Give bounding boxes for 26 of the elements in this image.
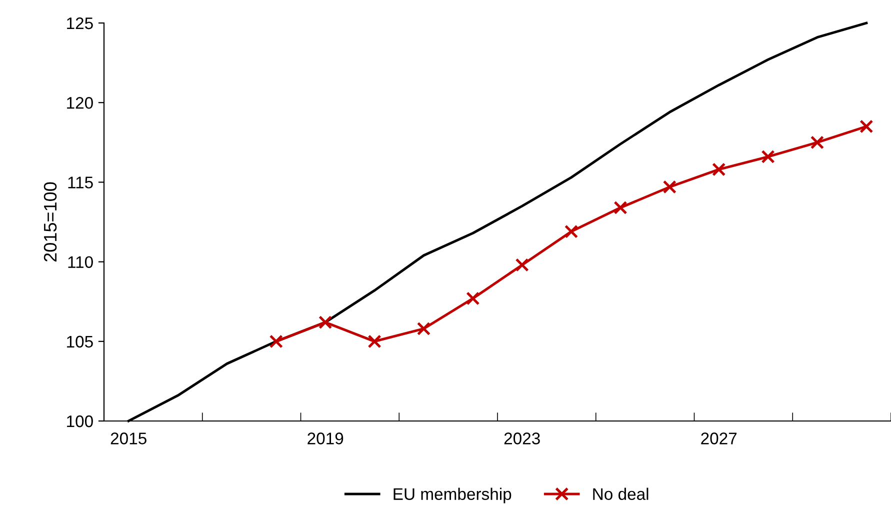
point — [614, 200, 628, 214]
y-tick-label: 115 — [68, 176, 93, 188]
x-tick-label: 2027 — [701, 432, 737, 444]
point — [564, 224, 578, 238]
x-tick-label: 2023 — [504, 432, 540, 444]
point — [318, 315, 332, 330]
point — [810, 136, 824, 150]
legend-label: EU membership — [394, 488, 512, 504]
point — [416, 322, 431, 336]
y-tick-label: 105 — [67, 336, 93, 348]
y-tick-label: 100 — [67, 415, 93, 428]
x-tick-label: 2019 — [308, 432, 344, 444]
point — [368, 334, 382, 348]
point — [466, 292, 480, 306]
point — [269, 334, 283, 348]
y-tick-label: 120 — [67, 97, 93, 109]
point — [761, 150, 775, 164]
point — [860, 120, 874, 134]
point — [662, 180, 676, 194]
y-tick-label: 125 — [67, 17, 93, 30]
legend-label: No deal — [593, 488, 648, 500]
point — [515, 258, 529, 272]
y-tick-label: 110 — [68, 256, 93, 268]
x-tick-label: 2015 — [110, 432, 146, 444]
point — [712, 162, 726, 176]
y-axis-title: 2015=100 — [44, 182, 57, 262]
